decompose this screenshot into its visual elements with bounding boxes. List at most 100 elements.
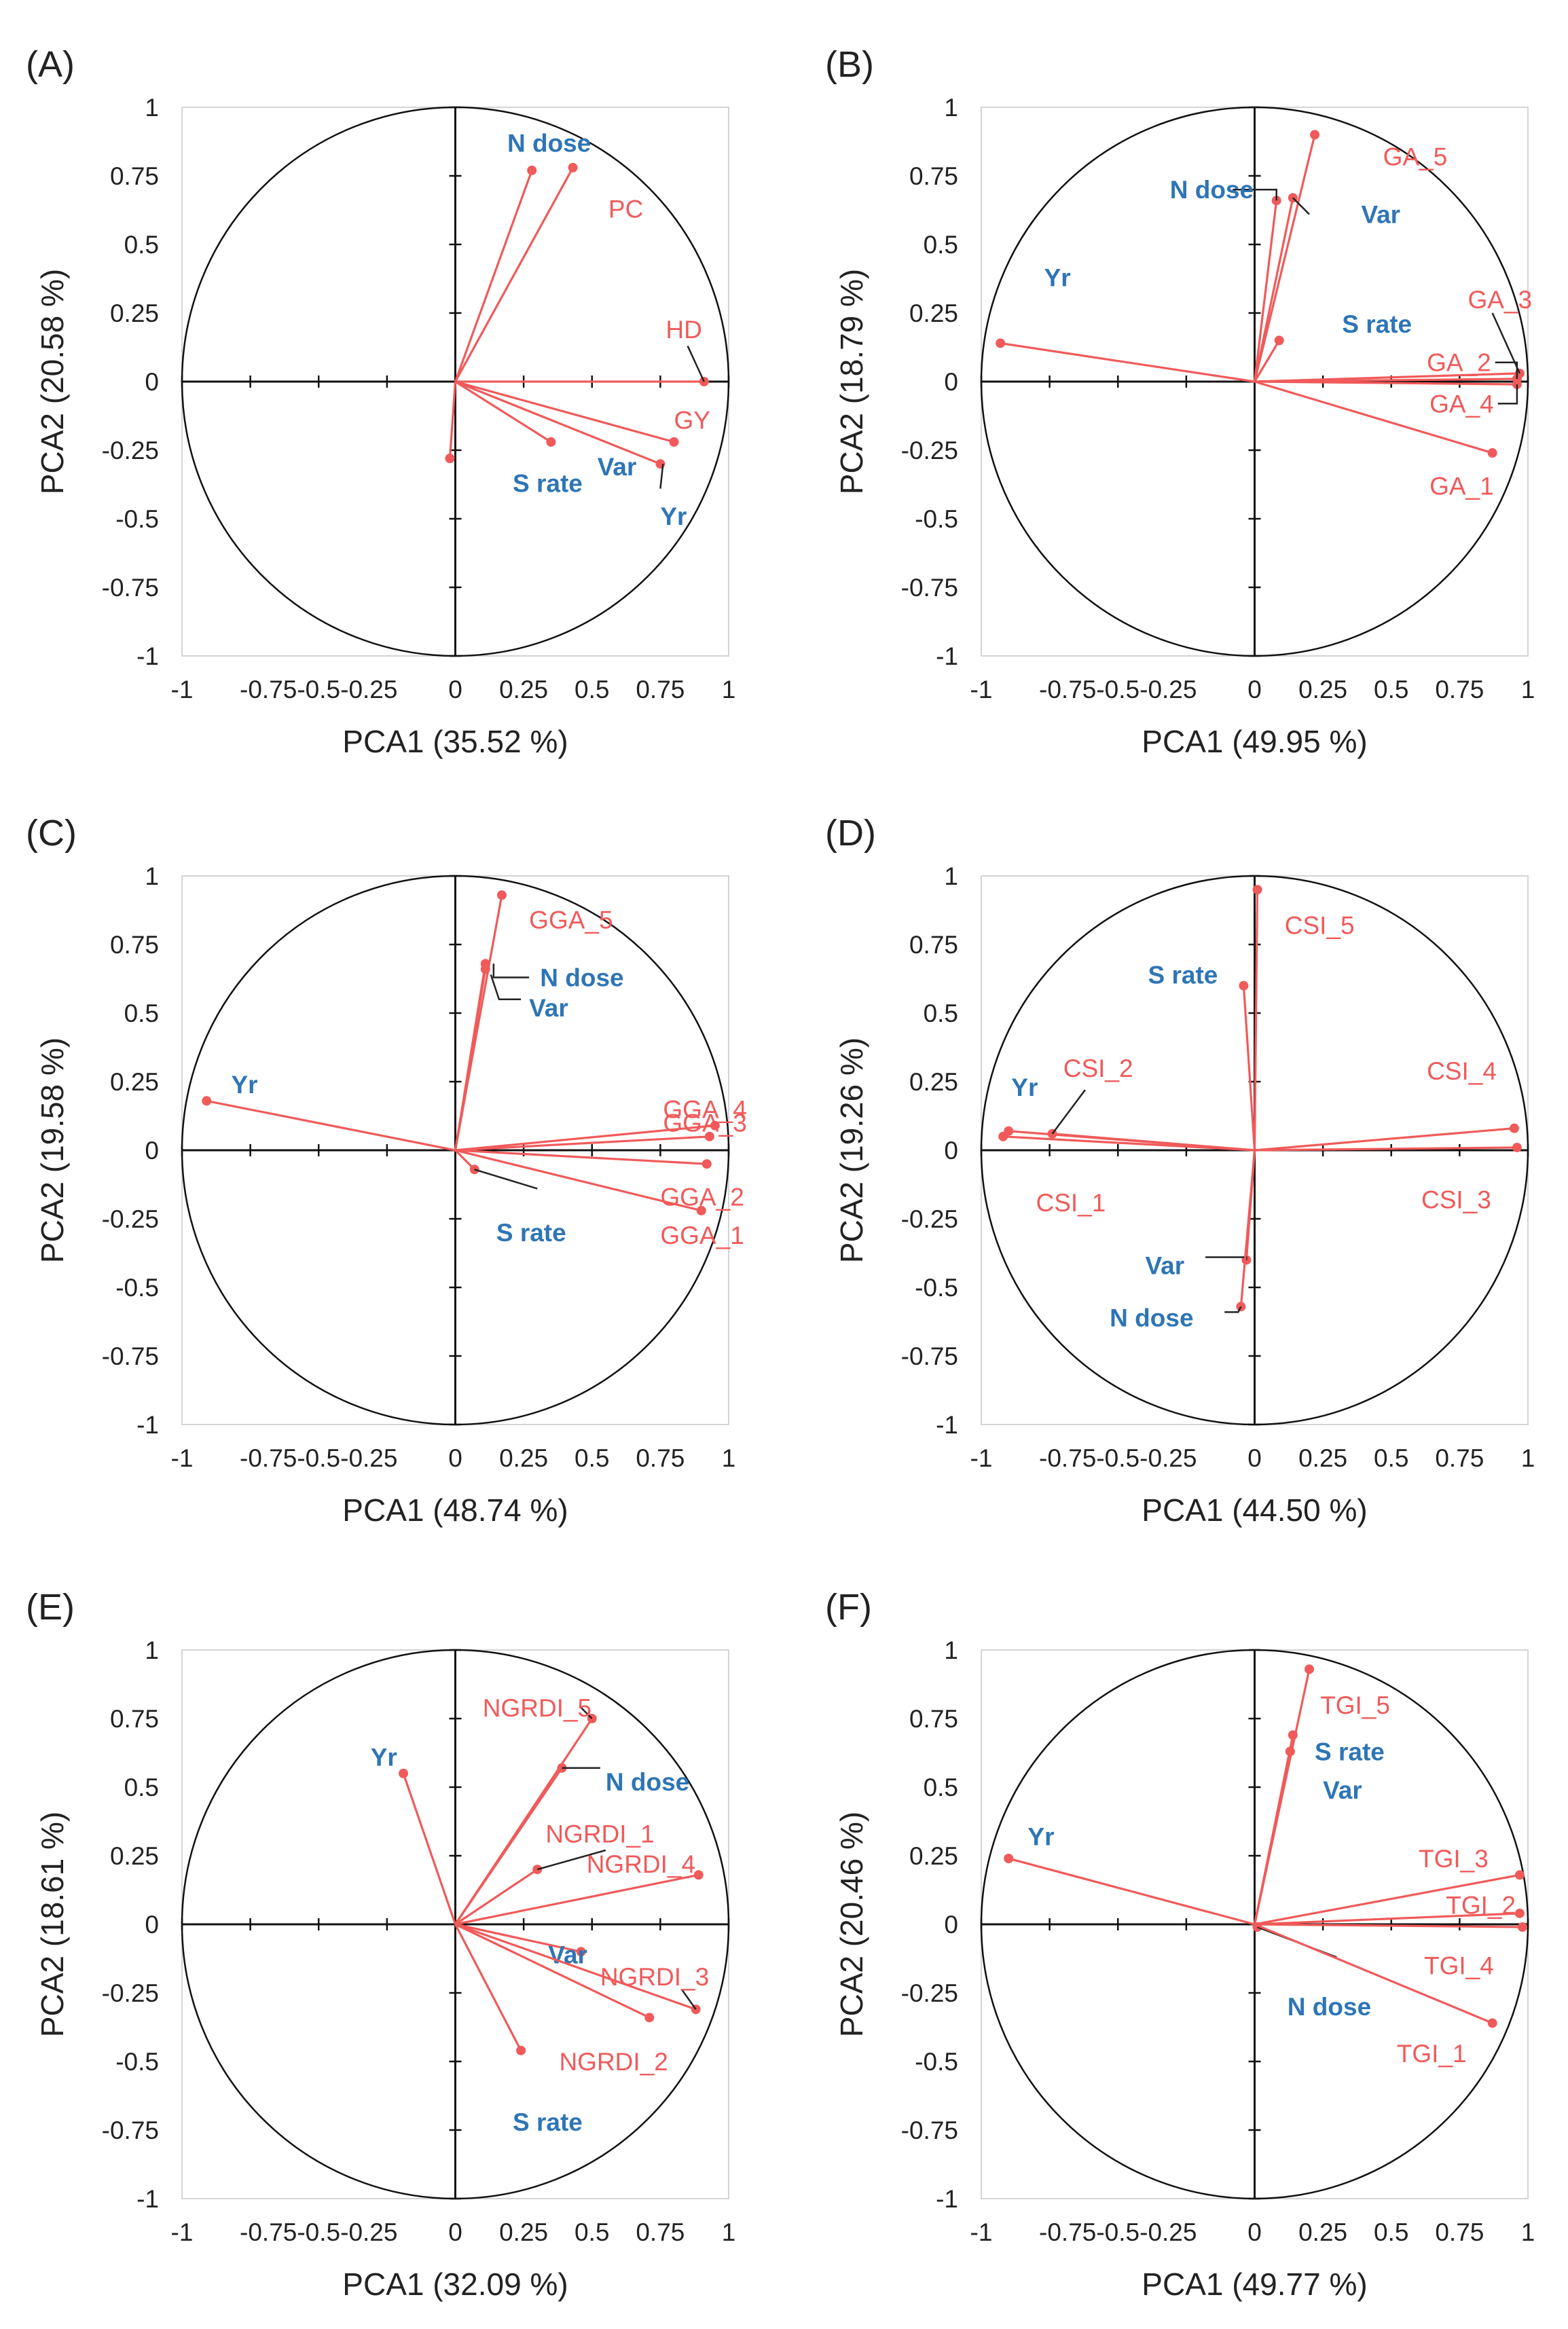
vector-label-ga-4: GA_4 bbox=[1429, 390, 1494, 418]
vector-label-n-dose: N dose bbox=[1288, 1993, 1371, 2021]
x-tick-label: 0 bbox=[448, 2218, 462, 2246]
x-axis-title: PCA1 (32.09 %) bbox=[342, 2267, 568, 2302]
vector-label-yr: Yr bbox=[660, 502, 687, 530]
x-tick-label: -0.75-0.5-0.25 bbox=[1039, 1444, 1197, 1472]
pca-panel-c: 1 0.75 0.5 0.25 0 -0.25 -0.5 -0.75 -1 -1 -0.75-0.5… bbox=[26, 813, 747, 1528]
vector-label-tgi-5: TGI_5 bbox=[1320, 1691, 1390, 1719]
vector-point-yr bbox=[655, 459, 666, 469]
vector-line-gga-4 bbox=[455, 1124, 716, 1152]
vector-line-s-rate bbox=[454, 1924, 522, 2051]
y-tick-label: -1 bbox=[936, 642, 958, 670]
vector-label-tgi-1: TGI_1 bbox=[1397, 2040, 1467, 2068]
vector-label-ga-3: GA_3 bbox=[1467, 286, 1532, 314]
leader-line-ngrdi-3 bbox=[681, 1989, 697, 2010]
vector-point-ga-1 bbox=[1487, 448, 1497, 458]
vector-line-var bbox=[454, 969, 487, 1151]
vector-line-n-dose bbox=[454, 1767, 563, 1925]
x-tick-label: 1 bbox=[1521, 676, 1535, 703]
x-tick-label: -0.75-0.5-0.25 bbox=[240, 1444, 397, 1472]
vector-point-ngrdi-2 bbox=[644, 2013, 655, 2023]
vector-line-var bbox=[454, 380, 552, 443]
vector-point-ngrdi-4 bbox=[693, 1870, 704, 1880]
vector-point-tgi-5 bbox=[1305, 1664, 1314, 1674]
y-axis-title: PCA2 (20.58 %) bbox=[35, 269, 70, 494]
vector-line-s-rate bbox=[1254, 340, 1281, 382]
vector-point-var bbox=[576, 1947, 586, 1957]
vector-line-n-dose bbox=[1239, 1150, 1256, 1307]
vector-label-csi-3: CSI_3 bbox=[1421, 1186, 1491, 1214]
y-tick-label: 0.75 bbox=[909, 1705, 958, 1733]
y-tick-label: -0.5 bbox=[115, 2048, 159, 2076]
vector-point-tgi-4 bbox=[1517, 1922, 1527, 1932]
vector-label-s-rate: S rate bbox=[1342, 310, 1412, 338]
x-tick-label: 1 bbox=[722, 1444, 736, 1472]
x-tick-label: 0.25 bbox=[1298, 2218, 1347, 2246]
leader-line-ga-2 bbox=[1495, 361, 1518, 379]
vector-line-ngrdi-2 bbox=[454, 1923, 650, 2019]
leader-line-yr bbox=[659, 464, 664, 489]
vector-label-gga-5: GGA_5 bbox=[529, 906, 613, 934]
vector-label-s-rate: S rate bbox=[1148, 961, 1218, 989]
vector-label-tgi-4: TGI_4 bbox=[1424, 1952, 1494, 1980]
vector-point-s-rate bbox=[1288, 1730, 1298, 1740]
vector-label-s-rate: S rate bbox=[496, 1219, 566, 1247]
vector-label-n-dose: N dose bbox=[606, 1768, 689, 1796]
x-tick-label: 0.25 bbox=[499, 2218, 548, 2246]
vector-label-n-dose: N dose bbox=[540, 964, 623, 991]
y-tick-label: -0.75 bbox=[102, 574, 159, 602]
pca-panel-f: 1 0.75 0.5 0.25 0 -0.25 -0.5 -0.75 -1 -1 -0.75-0.5… bbox=[825, 1587, 1535, 2302]
vector-label-yr: Yr bbox=[231, 1071, 257, 1099]
vector-point-var bbox=[480, 964, 490, 974]
x-tick-label: 0.75 bbox=[636, 2218, 685, 2246]
vector-line-var bbox=[1253, 197, 1294, 382]
y-axis-title: PCA2 (18.61 %) bbox=[35, 1812, 70, 2037]
x-tick-label: -1 bbox=[970, 2218, 993, 2246]
y-tick-label: -1 bbox=[136, 2185, 159, 2213]
vector-label-gga-4: GGA_4 bbox=[663, 1095, 746, 1123]
y-tick-label: -0.5 bbox=[915, 1274, 958, 1302]
y-axis-title: PCA2 (19.26 %) bbox=[834, 1038, 869, 1263]
y-tick-label: 1 bbox=[145, 862, 159, 890]
y-tick-label: -0.25 bbox=[102, 437, 159, 464]
y-tick-label: 0.5 bbox=[924, 1774, 958, 1801]
vector-point-yr bbox=[996, 338, 1006, 348]
vector-line-ngrdi-1 bbox=[454, 1868, 539, 1926]
x-tick-label: 0.5 bbox=[575, 1444, 609, 1472]
vector-label-s-rate: S rate bbox=[513, 2108, 583, 2136]
vector-point-ga-5 bbox=[1310, 130, 1320, 140]
vector-label-csi-5: CSI_5 bbox=[1285, 912, 1355, 940]
x-tick-label: -0.75-0.5-0.25 bbox=[1039, 676, 1197, 703]
y-tick-label: 0.25 bbox=[110, 1842, 159, 1870]
x-tick-label: 0 bbox=[1247, 676, 1262, 703]
leader-line-ga-4 bbox=[1497, 384, 1518, 405]
x-tick-label: 0.5 bbox=[1374, 1444, 1408, 1472]
vector-label-gy: GY bbox=[674, 407, 710, 435]
y-tick-label: 1 bbox=[145, 94, 159, 122]
leader-line-var bbox=[1205, 1256, 1247, 1260]
vector-line-var bbox=[455, 1923, 581, 1953]
x-tick-label: 0 bbox=[448, 1444, 462, 1472]
vector-label-gga-3: GGA_3 bbox=[663, 1110, 746, 1137]
panel-label: (C) bbox=[26, 813, 77, 854]
x-tick-label: 0 bbox=[1247, 1444, 1262, 1472]
x-tick-label: 0.5 bbox=[1374, 676, 1408, 703]
y-tick-label: -0.25 bbox=[102, 1205, 159, 1233]
x-axis-title: PCA1 (49.95 %) bbox=[1142, 724, 1367, 759]
vector-label-ngrdi-3: NGRDI_3 bbox=[600, 1963, 709, 1991]
vector-line-n-dose bbox=[1253, 200, 1278, 382]
x-tick-label: -0.75-0.5-0.25 bbox=[1039, 2218, 1197, 2246]
y-tick-label: -0.25 bbox=[901, 1979, 958, 2007]
vector-label-ngrdi-2: NGRDI_2 bbox=[559, 2048, 668, 2076]
x-tick-label: -0.75-0.5-0.25 bbox=[240, 676, 397, 703]
vector-label-n-dose: N dose bbox=[1170, 176, 1254, 204]
vector-line-s-rate bbox=[1242, 985, 1256, 1151]
x-axis-title: PCA1 (49.77 %) bbox=[1142, 2267, 1367, 2302]
vector-point-tgi-3 bbox=[1514, 1870, 1525, 1880]
vector-line-pc bbox=[454, 167, 574, 382]
vector-point-gga-1 bbox=[696, 1205, 706, 1215]
vector-line-yr bbox=[1008, 1857, 1255, 1926]
vector-label-var: Var bbox=[1361, 201, 1400, 229]
x-tick-label: 1 bbox=[1521, 1444, 1535, 1472]
x-tick-label: -1 bbox=[171, 676, 194, 703]
